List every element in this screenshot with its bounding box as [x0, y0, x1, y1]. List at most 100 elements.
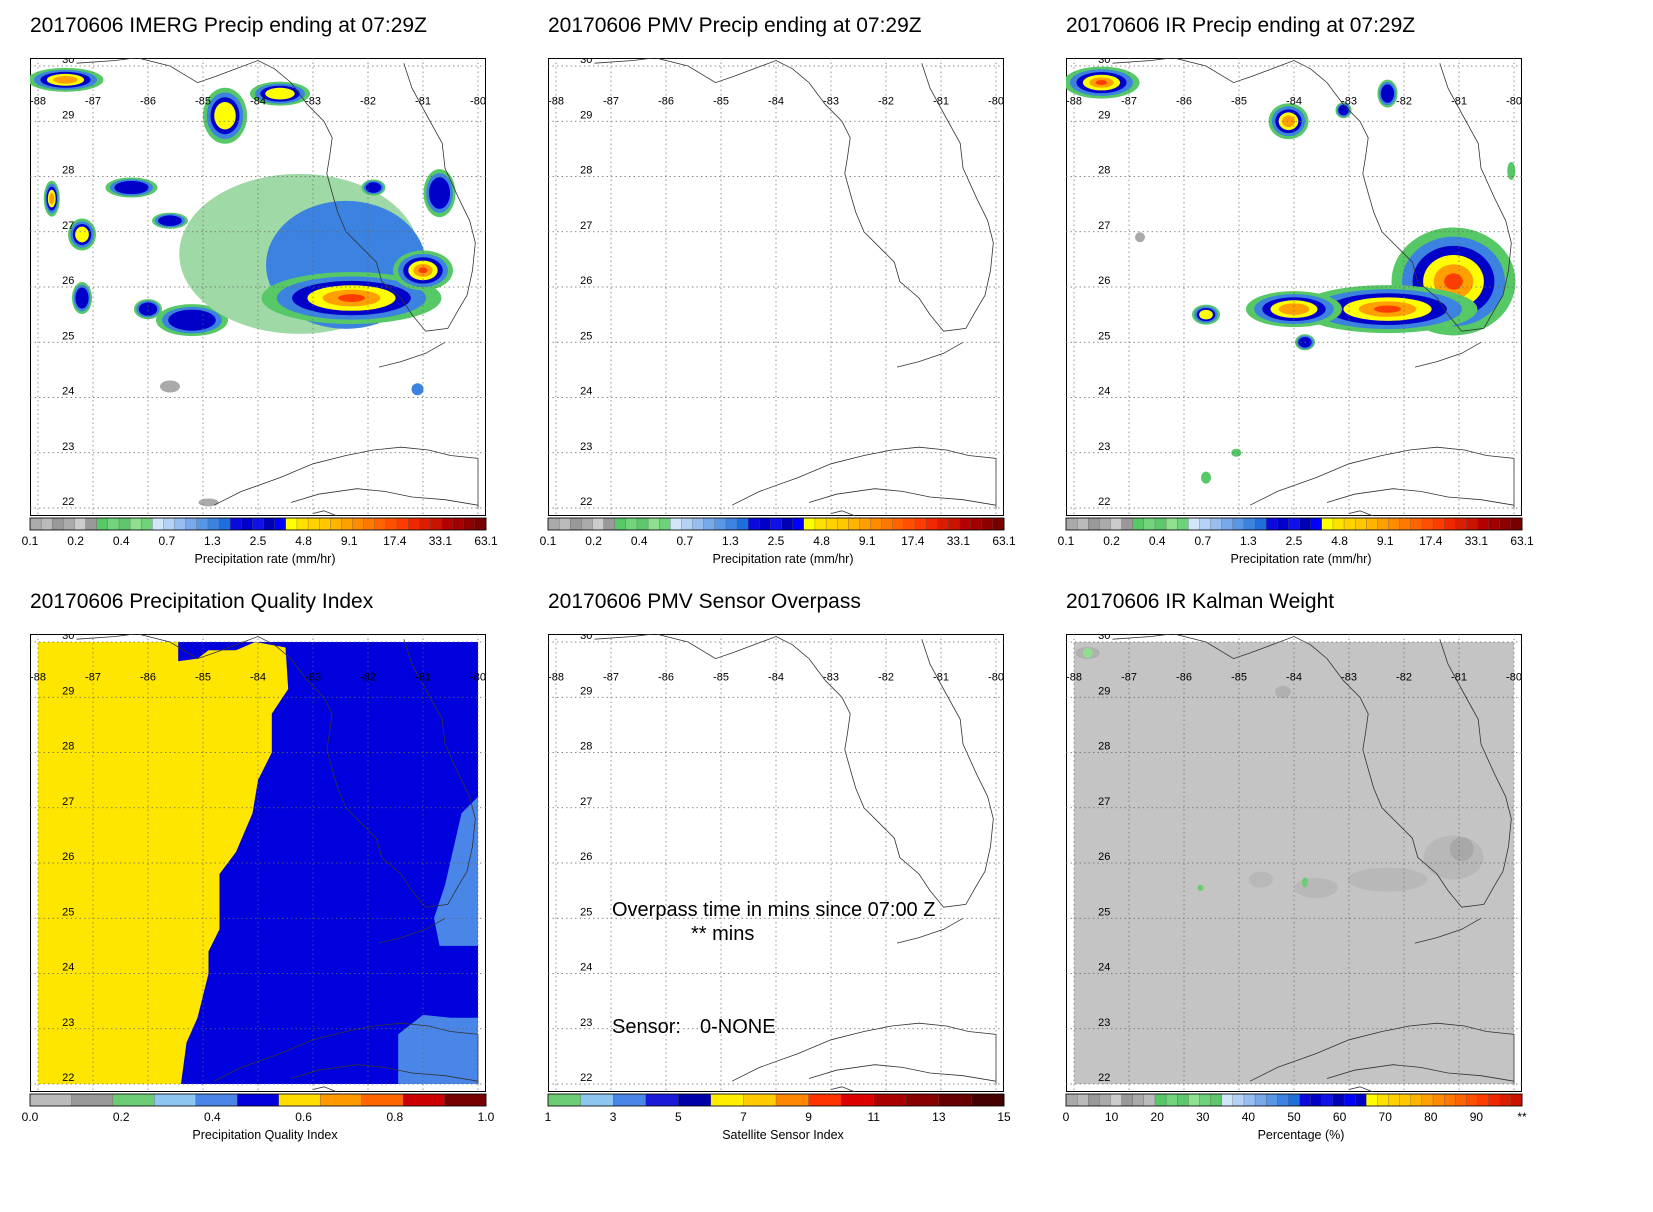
colorbar-swatch [1232, 1093, 1245, 1107]
kalman-area [1294, 877, 1338, 898]
colorbar-tick-label: 63.1 [474, 534, 498, 548]
rain-cell [1374, 305, 1401, 313]
colorbar-swatch [971, 1093, 1005, 1107]
colorbar-swatch [1321, 517, 1334, 531]
colorbar-swatch [320, 1093, 363, 1107]
colorbar-swatch [419, 517, 431, 531]
lat-label: 30 [62, 58, 74, 66]
colorbar-swatch [341, 517, 353, 531]
lon-label: -86 [1176, 96, 1192, 108]
rain-area [1135, 232, 1145, 243]
colorbar-swatch [1110, 517, 1123, 531]
lat-label: 28 [1098, 741, 1110, 753]
colorbar-swatch [1510, 517, 1523, 531]
rain-area [160, 380, 180, 393]
colorbar-swatch [581, 517, 593, 531]
colorbar-swatch [1132, 1093, 1145, 1107]
colorbar-swatch [361, 1093, 404, 1107]
colorbar-swatch [1399, 1093, 1412, 1107]
colorbar-swatch [1499, 517, 1512, 531]
colorbar-swatch [29, 1093, 72, 1107]
colorbar: 0.1 0.2 0.4 0.7 1.3 2.5 4.8 9.1 17.4 33.1 63.1 [22, 517, 498, 548]
panel-title: 20170606 PMV Sensor Overpass [548, 590, 861, 613]
panel-title: 20170606 IMERG Precip ending at 07:29Z [30, 14, 427, 37]
lat-label: 30 [580, 58, 592, 66]
rain-cell [365, 182, 382, 193]
lat-label: 30 [62, 634, 74, 642]
colorbar-tick-label: 50 [1287, 1110, 1301, 1124]
colorbar-swatch [981, 517, 994, 531]
colorbar-swatch [141, 517, 153, 531]
colorbar-swatch [1143, 517, 1156, 531]
colorbar-swatch [218, 517, 231, 531]
lat-label: 22 [580, 496, 592, 508]
colorbar-swatch [636, 517, 649, 531]
rain-cell [138, 302, 158, 316]
colorbar-swatch [614, 517, 627, 531]
colorbar-swatch [196, 517, 209, 531]
colorbar-swatch [441, 517, 454, 531]
colorbar: 0 10 20 30 40 50 60 70 80 90 ** [1063, 1093, 1527, 1124]
lat-label: 22 [62, 1072, 74, 1084]
lat-label: 24 [580, 962, 592, 974]
colorbar-tick-label: 40 [1242, 1110, 1256, 1124]
lat-label: 29 [1098, 685, 1110, 697]
colorbar-swatch [1110, 1093, 1123, 1107]
kalman-area [1347, 867, 1428, 892]
colorbar-swatch [1266, 1093, 1278, 1107]
lat-label: 28 [1098, 165, 1110, 177]
colorbar-label: Precipitation Quality Index [192, 1128, 338, 1142]
rain-cell [75, 287, 89, 309]
rain-area [411, 383, 424, 396]
colorbar-swatch [1254, 1093, 1267, 1107]
lat-label: 27 [580, 796, 592, 808]
colorbar-swatch [1299, 517, 1312, 531]
colorbar-tick-label: 80 [1424, 1110, 1438, 1124]
colorbar-swatch [1355, 1093, 1367, 1107]
colorbar-tick-label: 9.1 [341, 534, 358, 548]
lon-label: -87 [603, 96, 619, 108]
lon-label: -81 [1451, 672, 1467, 684]
colorbar-swatch [906, 1093, 940, 1107]
rain-cell [168, 309, 216, 331]
lat-label: 23 [580, 441, 592, 453]
colorbar-swatch [319, 517, 331, 531]
colorbar-swatch [825, 517, 838, 531]
colorbar-swatch [1321, 1093, 1334, 1107]
colorbar-swatch [692, 517, 705, 531]
colorbar-tick-label: 0.0 [22, 1110, 39, 1124]
lon-label: -84 [1286, 672, 1302, 684]
panel-pqi: 20170606 Precipitation Quality Index -88-… [22, 576, 567, 1156]
kalman-area [1197, 884, 1204, 891]
colorbar-swatch [1299, 1093, 1312, 1107]
panel-title: 20170606 IR Precip ending at 07:29Z [1066, 14, 1416, 37]
rain-cell [53, 75, 78, 84]
lat-label: 26 [1098, 851, 1110, 863]
colorbar-tick-label: 1 [545, 1110, 552, 1124]
colorbar-label: Percentage (%) [1257, 1128, 1345, 1142]
colorbar-swatch [792, 517, 805, 531]
lat-label: 22 [1098, 496, 1110, 508]
colorbar-swatch [914, 517, 927, 531]
panel-overpass: 20170606 PMV Sensor Overpass -88 -87 -86 -85… [545, 576, 1085, 1156]
lat-label: 25 [580, 330, 592, 342]
colorbar-swatch [185, 517, 198, 531]
lat-label: 25 [62, 330, 74, 342]
rain-cell [49, 192, 55, 205]
colorbar-swatch [1177, 517, 1189, 531]
colorbar-swatch [296, 517, 309, 531]
colorbar-swatch [1154, 1093, 1167, 1107]
colorbar-swatch [937, 517, 949, 531]
colorbar-swatch [252, 517, 265, 531]
panel-ir: 20170606 IR Precip ending at 07:29Z -88 -8… [1058, 0, 1603, 580]
rain-cell [1278, 303, 1310, 315]
lon-label: -83 [305, 672, 321, 684]
lon-label: -87 [1121, 96, 1137, 108]
colorbar-swatch [1188, 517, 1200, 531]
colorbar-tick-label: 1.3 [204, 534, 221, 548]
colorbar-swatch [1488, 517, 1501, 531]
lon-label: -80 [470, 96, 486, 108]
colorbar-swatch [759, 517, 771, 531]
colorbar-swatch [1288, 1093, 1301, 1107]
colorbar-swatch [241, 517, 253, 531]
